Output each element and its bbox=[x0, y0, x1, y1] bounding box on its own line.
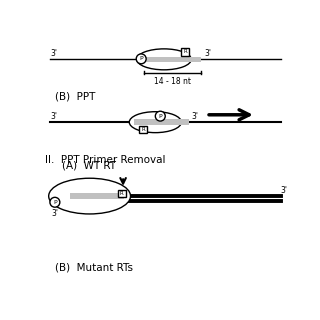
Text: 14 - 18 nt: 14 - 18 nt bbox=[154, 76, 191, 85]
Text: P: P bbox=[158, 114, 162, 119]
Bar bbox=[144, 57, 201, 62]
Text: R: R bbox=[183, 49, 187, 54]
Text: 3': 3' bbox=[281, 186, 288, 195]
Text: P: P bbox=[140, 56, 143, 61]
Bar bbox=[134, 119, 189, 125]
Text: 3': 3' bbox=[192, 112, 199, 121]
Ellipse shape bbox=[129, 112, 181, 133]
Text: R: R bbox=[141, 127, 145, 132]
Text: (A)  WT RT: (A) WT RT bbox=[62, 160, 116, 170]
Text: 3': 3' bbox=[50, 49, 57, 58]
Ellipse shape bbox=[49, 178, 131, 214]
Circle shape bbox=[136, 54, 146, 64]
Text: P: P bbox=[53, 200, 57, 205]
Text: (B)  PPT: (B) PPT bbox=[55, 91, 95, 101]
Text: 3': 3' bbox=[50, 112, 57, 121]
Circle shape bbox=[155, 111, 165, 121]
Bar bbox=[70, 193, 124, 198]
Text: II.  PPT Primer Removal: II. PPT Primer Removal bbox=[45, 155, 165, 165]
Text: 3': 3' bbox=[204, 49, 211, 58]
Bar bbox=[118, 190, 125, 197]
Circle shape bbox=[50, 197, 60, 207]
Text: (B)  Mutant RTs: (B) Mutant RTs bbox=[55, 262, 133, 273]
Text: R: R bbox=[120, 191, 124, 196]
Text: 3': 3' bbox=[52, 209, 58, 218]
Bar bbox=[139, 125, 147, 133]
Bar bbox=[181, 48, 189, 56]
Ellipse shape bbox=[137, 49, 191, 70]
